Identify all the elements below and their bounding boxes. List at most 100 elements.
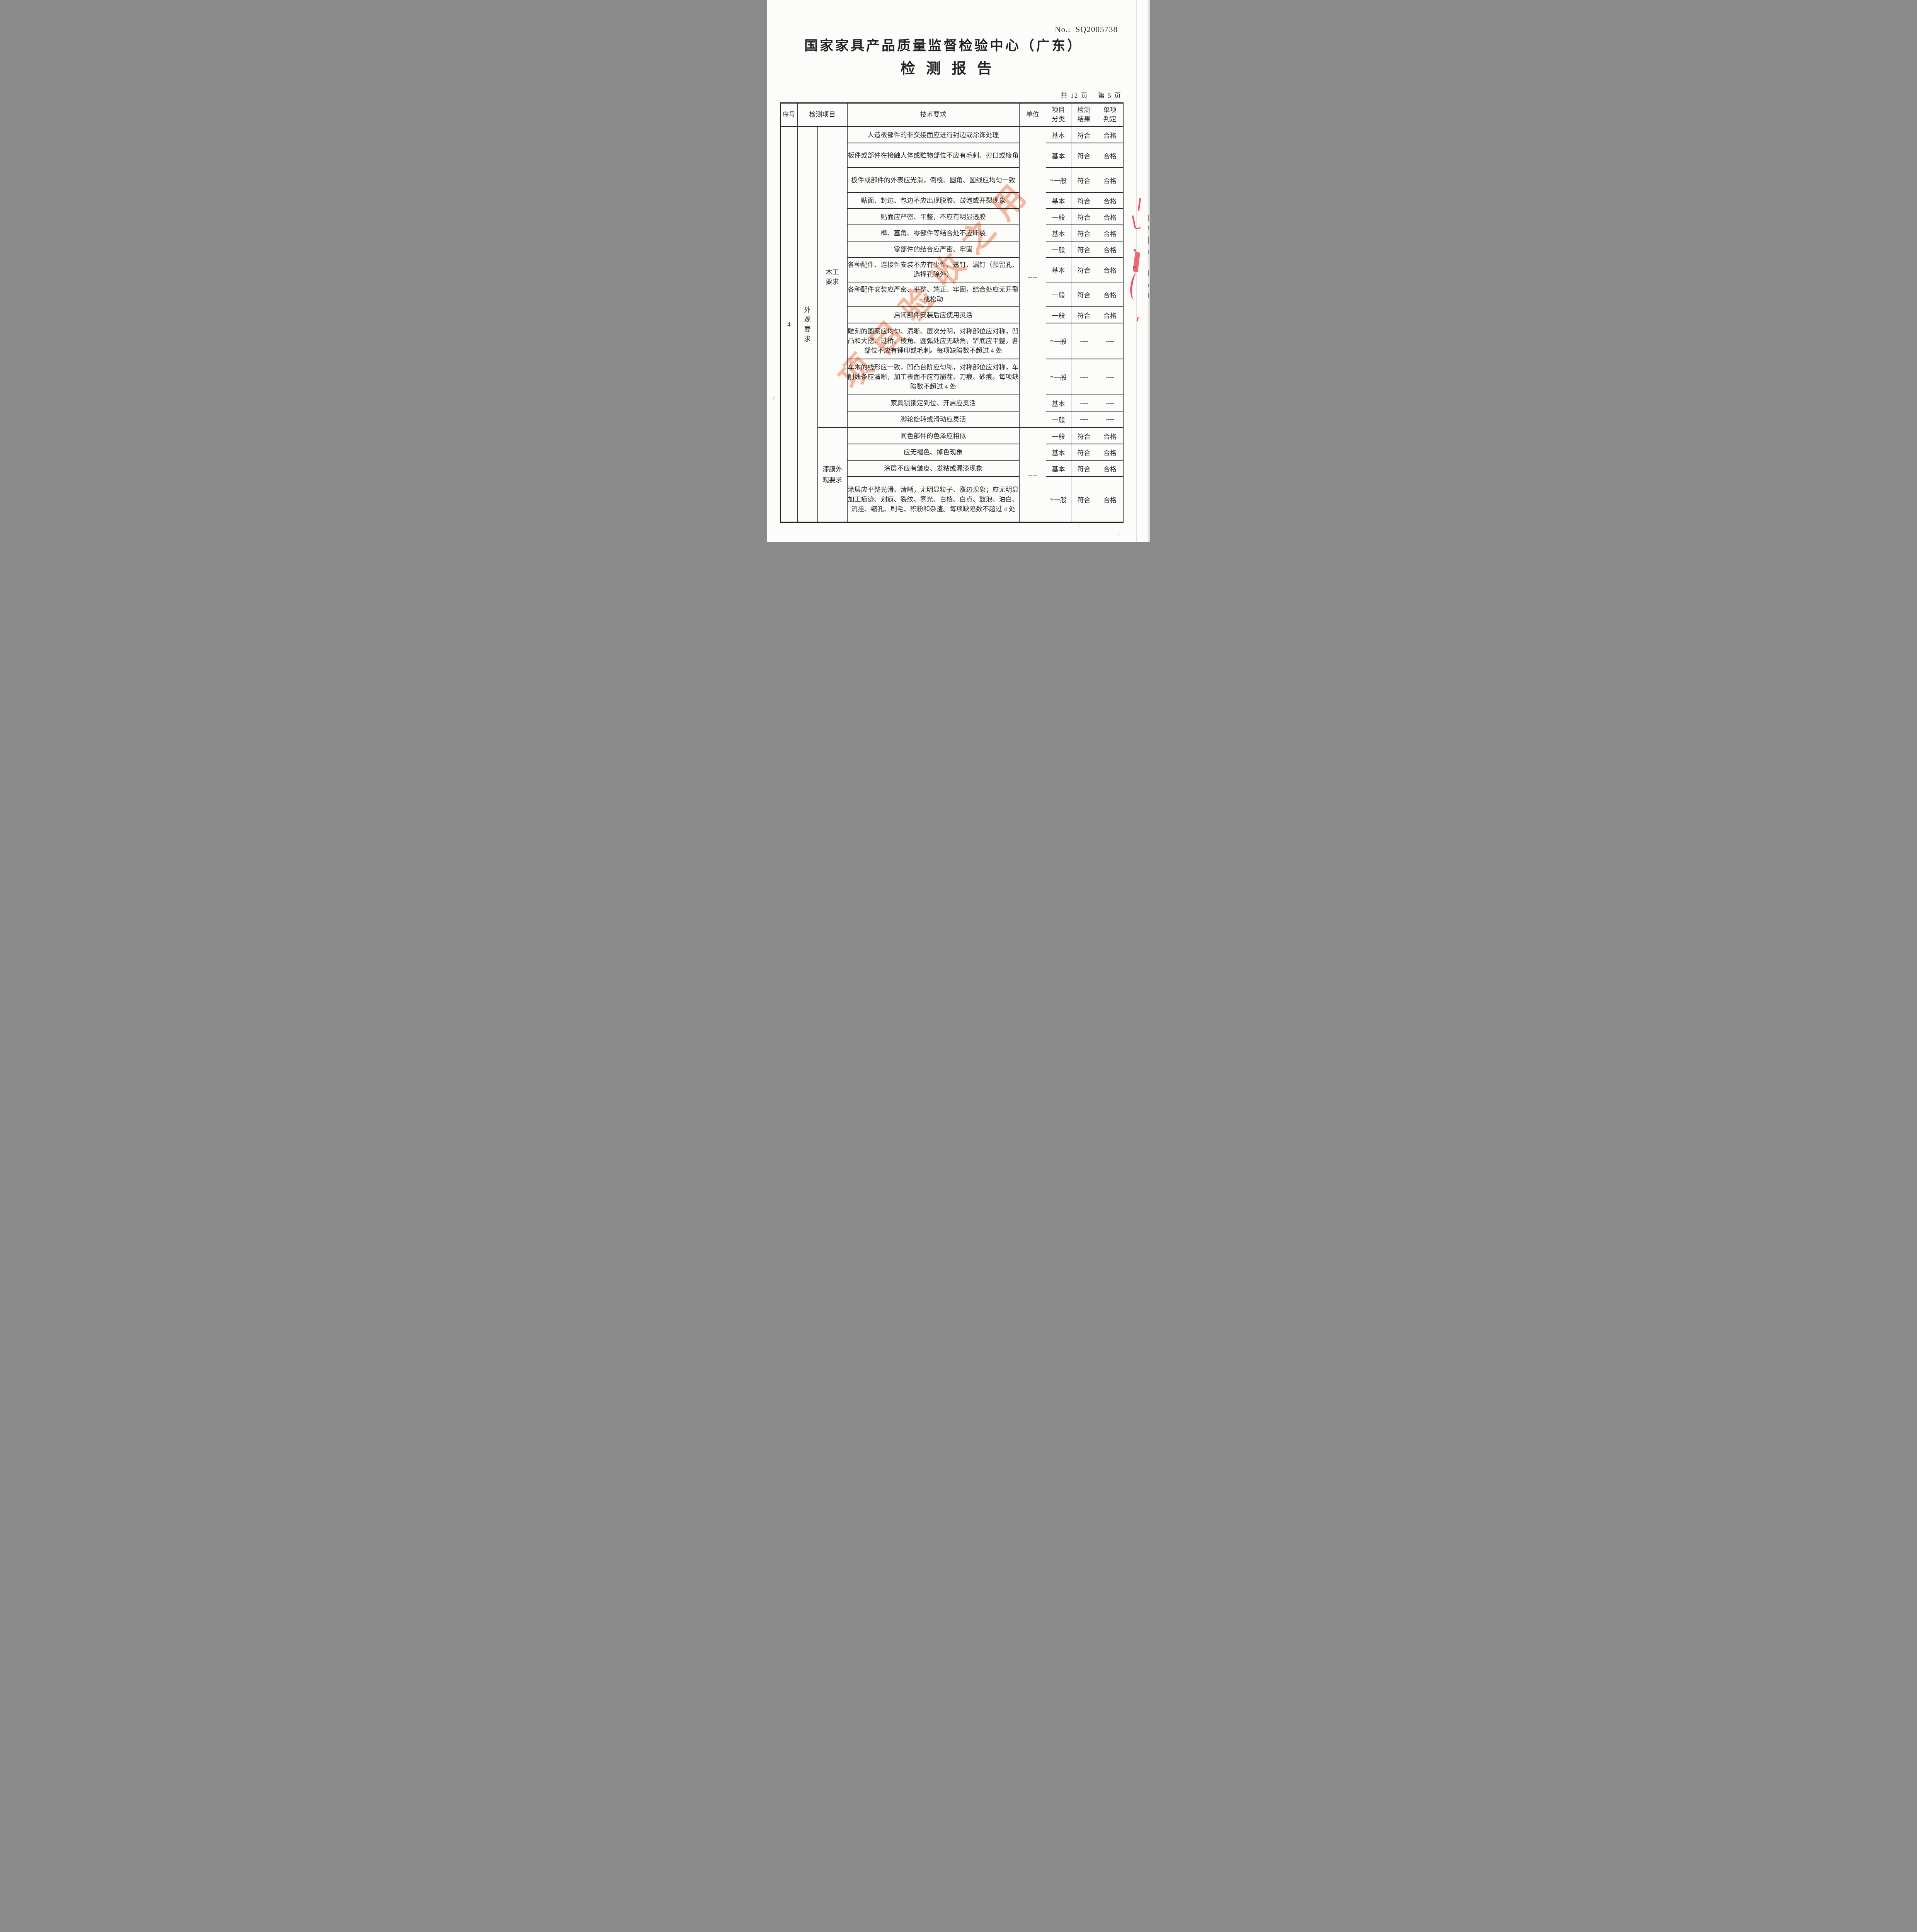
result-cell: 符合: [1071, 143, 1097, 168]
verdict-cell: 合格: [1096, 167, 1124, 193]
verdict-cell: 合格: [1096, 427, 1124, 444]
classification-cell-text: 基本: [1052, 449, 1065, 457]
classification-cell: 基本: [1045, 126, 1071, 143]
tech-requirement-cell-text: 人造板部件的非交接面应进行封边或涂饰处理: [867, 131, 999, 139]
tech-requirement-cell: 零部件的结合应严密、牢固: [847, 241, 1020, 258]
column-header-unit: 单位: [1019, 102, 1046, 127]
tech-requirement-cell-text: 车木的线形应一致，凹凸台阶应匀称，对称部位应对称，车削线条应清晰，加工表面不应有…: [848, 364, 1019, 390]
classification-cell-text: 基本: [1052, 465, 1065, 473]
verdict-cell: ----: [1096, 395, 1124, 412]
result-cell: 符合: [1071, 460, 1097, 477]
red-stamp-fragment: [1132, 251, 1141, 273]
table-row: 各种配件安装应严密、平整、端正、牢固，结合处应无开裂或松动 一般 符合 合格: [780, 282, 1124, 307]
red-stamp-fragment: [1133, 266, 1136, 269]
verdict-cell: ----: [1096, 323, 1124, 359]
result-cell: ----: [1071, 395, 1097, 412]
classification-cell: 基本: [1045, 444, 1071, 461]
verdict-cell: 合格: [1096, 208, 1124, 225]
section-label-cell-text: 漆膜外 观要求: [822, 466, 842, 484]
classification-cell-text: *一般: [1050, 177, 1067, 185]
tech-requirement-cell-text: 脚轮旋转或滑动应灵活: [900, 415, 966, 423]
classification-cell: 基本: [1045, 395, 1071, 412]
result-cell: 符合: [1071, 282, 1097, 307]
tech-requirement-cell: 家具锁锁定到位、开启应灵活: [847, 395, 1020, 412]
verdict-cell-text: 合格: [1103, 291, 1117, 299]
classification-cell-text: *一般: [1050, 338, 1067, 345]
tech-requirement-cell: 同色部件的色泽应相似: [847, 427, 1020, 444]
verdict-cell: 合格: [1096, 306, 1124, 323]
verdict-cell-text: 合格: [1103, 267, 1117, 274]
result-cell-text: 符合: [1077, 214, 1091, 221]
doc-number: No.: SQ2005738: [1055, 25, 1118, 34]
classification-cell-text: 基本: [1052, 197, 1065, 205]
verdict-cell-text: ----: [1105, 415, 1115, 423]
tech-requirement-cell: 启闭部件安装后应使用灵活: [847, 306, 1020, 323]
tech-requirement-cell-text: 涂层应平整光滑、清晰，无明显粒子、涨边现象；应无明显加工痕迹、划痕、裂纹、雾光、…: [848, 486, 1019, 513]
seq-cell: 4: [780, 126, 798, 523]
red-stamp-fragment: [1132, 214, 1141, 230]
result-cell: 符合: [1071, 306, 1097, 323]
result-cell-text: 符合: [1077, 312, 1091, 320]
scan-smudge: (: [1078, 521, 1080, 527]
verdict-cell-text: 合格: [1103, 496, 1117, 504]
column-header-item: 检测项目: [797, 102, 848, 127]
table-row: 贴面、封边、包边不应出现脱胶、鼓泡或开裂现象 基本 符合 合格: [780, 192, 1124, 209]
result-cell-text: 符合: [1077, 449, 1091, 457]
table-row: 贴面应严密、平整，不应有明显透胶 一般 符合 合格: [780, 208, 1124, 225]
verdict-cell: 合格: [1096, 476, 1124, 523]
tech-requirement-cell-text: 贴面应严密、平整，不应有明显透胶: [880, 213, 986, 221]
table-row: 各种配件、连接件安装不应有少件、透钉、漏钉（预留孔、选择孔除外） 基本 符合 合格: [780, 257, 1124, 282]
verdict-cell: 合格: [1096, 192, 1124, 209]
tech-requirement-cell-text: 榫、塞角、零部件等结合处不应断裂: [880, 229, 986, 237]
verdict-cell: 合格: [1096, 224, 1124, 242]
classification-cell: 基本: [1045, 192, 1071, 209]
scan-edge-dash: [1148, 293, 1149, 298]
seq-cell-text: 4: [787, 320, 791, 328]
verdict-cell-text: ----: [1105, 399, 1115, 406]
table-header-row: 序号 检测项目 技术要求 单位 项目 分类 检测 结果 单项 判定: [780, 102, 1124, 127]
verdict-cell: ----: [1096, 359, 1124, 395]
result-cell-text: 符合: [1077, 132, 1091, 139]
classification-cell: 一般: [1045, 282, 1071, 307]
verdict-cell-text: 合格: [1103, 132, 1117, 139]
table-row: 涂层不应有皱皮、发粘或漏漆现象 基本 符合 合格: [780, 460, 1124, 477]
column-header-category: 项目 分类: [1045, 102, 1071, 127]
verdict-cell-text: 合格: [1103, 177, 1117, 185]
table-row: 脚轮旋转或滑动应灵活 一般 ---- ----: [780, 411, 1124, 428]
result-cell: 符合: [1071, 444, 1097, 461]
tech-requirement-cell-text: 板件或部件在接触人体或贮物部位不应有毛刺、刃口或棱角: [848, 151, 1019, 159]
tech-requirement-cell: 应无褪色、掉色现象: [847, 444, 1020, 461]
tech-requirement-cell-text: 涂层不应有皱皮、发粘或漏漆现象: [884, 464, 982, 472]
classification-cell-text: 基本: [1052, 132, 1065, 139]
tech-requirement-cell-text: 启闭部件安装后应使用灵活: [894, 311, 973, 319]
result-cell: ----: [1071, 323, 1097, 359]
verdict-cell-text: 合格: [1103, 230, 1117, 238]
verdict-cell: 合格: [1096, 282, 1124, 307]
classification-cell: *一般: [1045, 359, 1071, 395]
tech-requirement-cell: 车木的线形应一致，凹凸台阶应匀称，对称部位应对称，车削线条应清晰，加工表面不应有…: [847, 359, 1020, 395]
table-row: 雕刻的图案应均匀、清晰、层次分明，对称部位应对称，凹凸和大挖、过桥、棱角、圆弧处…: [780, 323, 1124, 359]
result-cell: ----: [1071, 411, 1097, 428]
classification-cell-text: 一般: [1052, 416, 1065, 424]
tech-requirement-cell: 涂层不应有皱皮、发粘或漏漆现象: [847, 460, 1020, 477]
category-cell-text: 外 观 要 求: [804, 306, 811, 343]
table-row: 漆膜外 观要求 同色部件的色泽应相似 ---- 一般 符合 合格: [780, 427, 1124, 523]
classification-cell-text: 一般: [1052, 433, 1065, 440]
result-cell-text: 符合: [1077, 197, 1091, 205]
tech-requirement-cell: 雕刻的图案应均匀、清晰、层次分明，对称部位应对称，凹凸和大挖、过桥、棱角、圆弧处…: [847, 323, 1020, 359]
table-row: 应无褪色、掉色现象 基本 符合 合格: [780, 444, 1124, 461]
scan-edge-dash: [1148, 236, 1149, 244]
result-cell-text: 符合: [1077, 267, 1091, 274]
tech-requirement-cell: 脚轮旋转或滑动应灵活: [847, 411, 1020, 428]
tech-requirement-cell-text: 板件或部件的外表应光滑，倒棱、圆角、圆线应均匀一致: [851, 176, 1015, 184]
scan-edge-dash: [1148, 250, 1149, 254]
result-cell-text: 符合: [1077, 177, 1091, 185]
classification-cell: *一般: [1045, 476, 1071, 523]
result-cell-text: ----: [1079, 415, 1088, 423]
scan-edge-dash: [1148, 284, 1149, 287]
result-cell: 符合: [1071, 167, 1097, 193]
result-cell-text: 符合: [1077, 152, 1091, 160]
result-cell-text: 符合: [1077, 246, 1091, 254]
result-cell: 符合: [1071, 427, 1097, 444]
tech-requirement-cell: 各种配件安装应严密、平整、端正、牢固，结合处应无开裂或松动: [847, 282, 1020, 307]
